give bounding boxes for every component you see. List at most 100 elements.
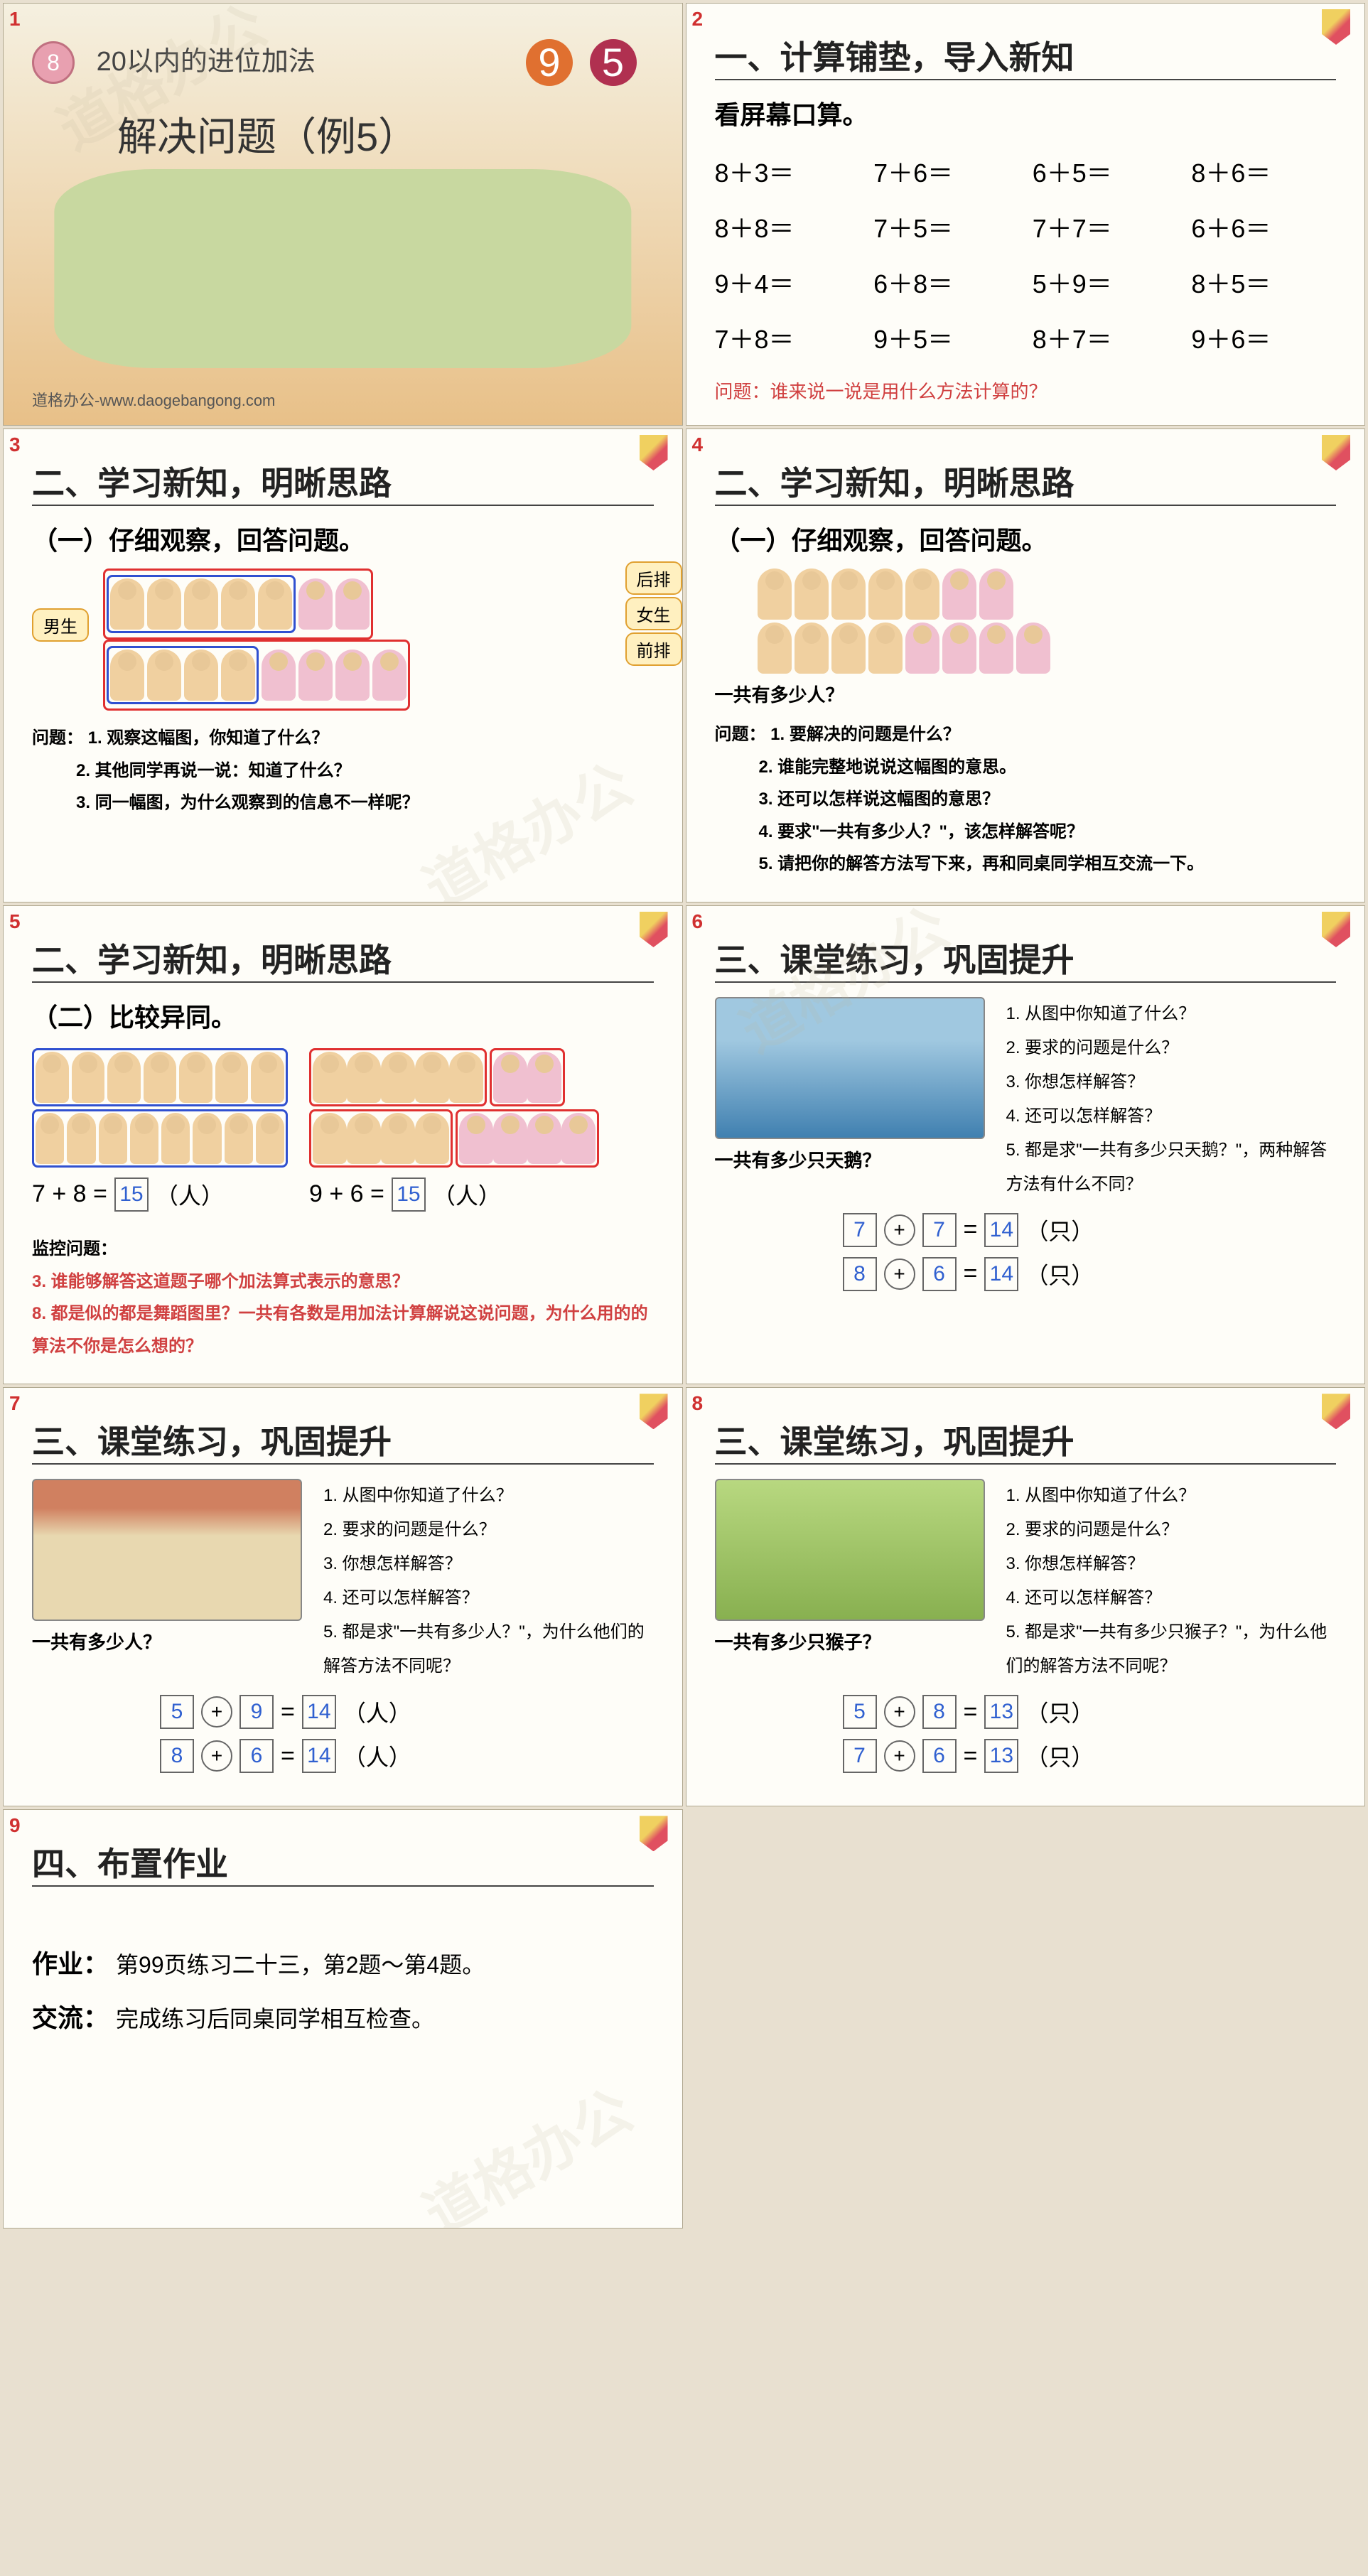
slide-6: 6 道格办公 三、课堂练习，巩固提升 一共有多少只天鹅？ 1. 从图中你知道了什… bbox=[686, 905, 1366, 1384]
q-label: 问题： bbox=[32, 728, 83, 748]
q-item: 2. 其他同学再说一说：知道了什么？ bbox=[76, 761, 351, 780]
math-cell: 9＋5＝ bbox=[873, 319, 1018, 356]
math-cell: 7＋5＝ bbox=[873, 208, 1018, 245]
question-list: 1. 从图中你知道了什么？ 2. 要求的问题是什么？ 3. 你想怎样解答？ 4.… bbox=[1006, 1479, 1337, 1683]
math-cell: 7＋6＝ bbox=[873, 153, 1018, 190]
slide-number: 3 bbox=[9, 433, 21, 456]
math-cell: 9＋4＝ bbox=[715, 264, 860, 301]
slide-number: 1 bbox=[9, 8, 21, 31]
chapter-badge: 8 bbox=[32, 41, 75, 84]
section-title: 二、学习新知，明晰思路 bbox=[32, 934, 654, 983]
q-item: 3. 你想怎样解答？ bbox=[323, 1547, 654, 1581]
q-item: 2. 要求的问题是什么？ bbox=[1006, 1031, 1337, 1065]
slide-4: 4 二、学习新知，明晰思路 （一）仔细观察，回答问题。 一共有多少人？ 问题： … bbox=[686, 429, 1366, 902]
q-item: 1. 从图中你知道了什么？ bbox=[1006, 1479, 1337, 1513]
q-item: 3. 你想怎样解答？ bbox=[1006, 1547, 1337, 1581]
exchange-line: 交流： 完成练习后同桌同学相互检查。 bbox=[32, 1998, 654, 2035]
equation-1: 5 + 9 = 14 （人） bbox=[160, 1695, 654, 1729]
kids-diagram: 男生 后排 女生 前排 bbox=[103, 568, 654, 711]
caption: 一共有多少只猴子？ bbox=[715, 1628, 985, 1654]
footer-credit: 道格办公-www.daogebangong.com bbox=[32, 388, 275, 411]
q-item: 4. 还可以怎样解答？ bbox=[1006, 1581, 1337, 1615]
label-girls: 女生 bbox=[625, 597, 682, 630]
mon-label: 监控问题： bbox=[32, 1233, 654, 1266]
label-boys: 男生 bbox=[32, 608, 89, 642]
slide-number: 5 bbox=[9, 910, 21, 933]
swan-illustration bbox=[715, 997, 985, 1139]
mon-item: 8. 都是似的都是舞蹈图里？一共有各数是用加法计算解说这说问题，为什么用的的算法… bbox=[32, 1298, 654, 1362]
equations: 5 + 9 = 14 （人） 8 + 6 = 14 （人） bbox=[160, 1695, 654, 1773]
math-cell: 6＋8＝ bbox=[873, 264, 1018, 301]
q-item: 5. 都是求"一共有多少人？"，为什么他们的解答方法不同呢？ bbox=[323, 1615, 654, 1683]
q-item: 4. 还可以怎样解答？ bbox=[1006, 1099, 1337, 1133]
question-list: 问题： 1. 观察这幅图，你知道了什么？ 2. 其他同学再说一说：知道了什么？ … bbox=[32, 722, 654, 819]
equation-2: 9 + 6 = 15 （人） bbox=[309, 1177, 599, 1212]
math-cell: 7＋7＝ bbox=[1033, 208, 1178, 245]
q-item: 2. 要求的问题是什么？ bbox=[1006, 1513, 1337, 1547]
kids-row-front bbox=[758, 623, 1337, 674]
section-title: 三、课堂练习，巩固提升 bbox=[715, 1416, 1337, 1465]
question-list: 问题： 1. 要解决的问题是什么？ 2. 谁能完整地说说这幅图的意思。 3. 还… bbox=[715, 718, 1337, 880]
section-title: 二、学习新知，明晰思路 bbox=[715, 458, 1337, 506]
slide-5: 5 二、学习新知，明晰思路 （二）比较异同。 7 + 8 = 15 （人） 9 … bbox=[3, 905, 683, 1384]
q-item: 5. 都是求"一共有多少只天鹅？"，两种解答方法有什么不同？ bbox=[1006, 1133, 1337, 1202]
equation-2: 7 + 6 = 13 （只） bbox=[843, 1739, 1337, 1773]
slide-9: 9 道格办公 四、布置作业 作业： 第99页练习二十三，第2题～第4题。 交流：… bbox=[3, 1809, 683, 2229]
q-item: 2. 谁能完整地说说这幅图的意思。 bbox=[759, 758, 1017, 777]
chapter-text: 20以内的进位加法 bbox=[97, 47, 316, 77]
section-title: 一、计算铺垫，导入新知 bbox=[715, 32, 1337, 80]
slide-2: 2 一、计算铺垫，导入新知 看屏幕口算。 8＋3＝ 7＋6＝ 6＋5＝ 8＋6＝… bbox=[686, 3, 1366, 426]
monitor-questions: 监控问题： 3. 谁能够解答这道题子哪个加法算式表示的意思？ 8. 都是似的都是… bbox=[32, 1233, 654, 1362]
compare-block: 7 + 8 = 15 （人） 9 + 6 = 15 （人） bbox=[32, 1045, 654, 1222]
math-cell: 8＋8＝ bbox=[715, 208, 860, 245]
q-item: 3. 还可以怎样说这幅图的意思？ bbox=[759, 789, 1000, 809]
q-label: 问题： bbox=[715, 725, 766, 744]
q-item: 1. 要解决的问题是什么？ bbox=[770, 725, 960, 744]
hw-body: 第99页练习二十三，第2题～第4题。 bbox=[116, 1952, 485, 1978]
subtitle: 看屏幕口算。 bbox=[715, 95, 1337, 131]
number-balls: 9 5 bbox=[523, 39, 640, 86]
caption: 一共有多少只天鹅？ bbox=[715, 1146, 985, 1173]
q-item: 3. 你想怎样解答？ bbox=[1006, 1065, 1337, 1099]
math-cell: 8＋7＝ bbox=[1033, 319, 1178, 356]
q-item: 2. 要求的问题是什么？ bbox=[323, 1513, 654, 1547]
question-list: 1. 从图中你知道了什么？ 2. 要求的问题是什么？ 3. 你想怎样解答？ 4.… bbox=[323, 1479, 654, 1683]
equation-1: 5 + 8 = 13 （只） bbox=[843, 1695, 1337, 1729]
equation-1: 7 + 7 = 14 （只） bbox=[843, 1213, 1337, 1247]
slide-8: 8 三、课堂练习，巩固提升 一共有多少只猴子？ 1. 从图中你知道了什么？ 2.… bbox=[686, 1387, 1366, 1806]
empty-slot bbox=[686, 1809, 1366, 2229]
slide-number: 6 bbox=[692, 910, 704, 933]
ex-label: 交流： bbox=[32, 2003, 109, 2032]
answer-box: 15 bbox=[114, 1177, 149, 1212]
content-row: 一共有多少只天鹅？ 1. 从图中你知道了什么？ 2. 要求的问题是什么？ 3. … bbox=[715, 997, 1337, 1202]
equations: 5 + 8 = 13 （只） 7 + 6 = 13 （只） bbox=[843, 1695, 1337, 1773]
equations: 7 + 7 = 14 （只） 8 + 6 = 14 （只） bbox=[843, 1213, 1337, 1291]
math-grid: 8＋3＝ 7＋6＝ 6＋5＝ 8＋6＝ 8＋8＝ 7＋5＝ 7＋7＝ 6＋6＝ … bbox=[715, 153, 1337, 356]
slide-1: 1 道格办公 8 20以内的进位加法 解决问题（例5） 9 5 道格办公-www… bbox=[3, 3, 683, 426]
section-title: 四、布置作业 bbox=[32, 1838, 654, 1887]
math-cell: 5＋9＝ bbox=[1033, 264, 1178, 301]
section-title: 三、课堂练习，巩固提升 bbox=[32, 1416, 654, 1465]
q-item: 3. 同一幅图，为什么观察到的信息不一样呢？ bbox=[76, 793, 419, 812]
equation-1: 7 + 8 = 15 （人） bbox=[32, 1177, 288, 1212]
subtitle: （一）仔细观察，回答问题。 bbox=[32, 520, 654, 557]
homework-line: 作业： 第99页练习二十三，第2题～第4题。 bbox=[32, 1944, 654, 1980]
slide-grid: 1 道格办公 8 20以内的进位加法 解决问题（例5） 9 5 道格办公-www… bbox=[0, 0, 1368, 2231]
ball-5: 5 bbox=[590, 39, 637, 86]
kids-row-back bbox=[758, 568, 1337, 620]
q-item: 1. 从图中你知道了什么？ bbox=[1006, 997, 1337, 1031]
content-row: 一共有多少人？ 1. 从图中你知道了什么？ 2. 要求的问题是什么？ 3. 你想… bbox=[32, 1479, 654, 1683]
math-cell: 8＋6＝ bbox=[1191, 153, 1336, 190]
subtitle: （二）比较异同。 bbox=[32, 997, 654, 1034]
q-item: 1. 从图中你知道了什么？ bbox=[323, 1479, 654, 1513]
q-item: 1. 观察这幅图，你知道了什么？ bbox=[88, 728, 329, 748]
q-item: 5. 都是求"一共有多少只猴子？"，为什么他们的解答方法不同呢？ bbox=[1006, 1615, 1337, 1683]
q-item: 4. 要求"一共有多少人？"，该怎样解答呢？ bbox=[759, 822, 1084, 841]
section-title: 二、学习新知，明晰思路 bbox=[32, 458, 654, 506]
answer-box: 15 bbox=[392, 1177, 426, 1212]
slide-number: 4 bbox=[692, 433, 704, 456]
hw-label: 作业： bbox=[32, 1949, 109, 1978]
slide-number: 8 bbox=[692, 1392, 704, 1415]
watermark: 道格办公 bbox=[406, 2066, 645, 2229]
illustration-scene bbox=[55, 169, 631, 368]
